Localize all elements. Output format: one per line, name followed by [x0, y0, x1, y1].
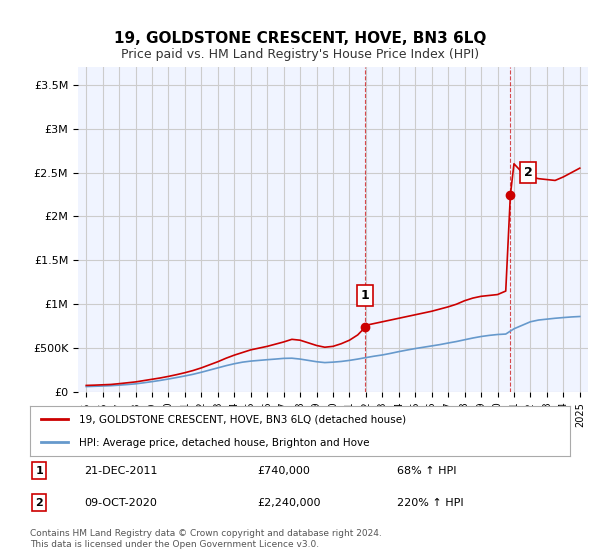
Text: Price paid vs. HM Land Registry's House Price Index (HPI): Price paid vs. HM Land Registry's House …	[121, 48, 479, 60]
Text: 21-DEC-2011: 21-DEC-2011	[84, 465, 157, 475]
Text: 68% ↑ HPI: 68% ↑ HPI	[397, 465, 457, 475]
Text: 09-OCT-2020: 09-OCT-2020	[84, 498, 157, 508]
Text: Contains HM Land Registry data © Crown copyright and database right 2024.
This d: Contains HM Land Registry data © Crown c…	[30, 529, 382, 549]
Text: 2: 2	[524, 166, 532, 179]
Text: 220% ↑ HPI: 220% ↑ HPI	[397, 498, 464, 508]
Text: 2: 2	[35, 498, 43, 508]
Text: 1: 1	[35, 465, 43, 475]
Text: 19, GOLDSTONE CRESCENT, HOVE, BN3 6LQ (detached house): 19, GOLDSTONE CRESCENT, HOVE, BN3 6LQ (d…	[79, 414, 406, 424]
Text: £740,000: £740,000	[257, 465, 310, 475]
Text: 1: 1	[361, 289, 369, 302]
Text: 19, GOLDSTONE CRESCENT, HOVE, BN3 6LQ: 19, GOLDSTONE CRESCENT, HOVE, BN3 6LQ	[114, 31, 486, 46]
Text: HPI: Average price, detached house, Brighton and Hove: HPI: Average price, detached house, Brig…	[79, 438, 369, 449]
Text: £2,240,000: £2,240,000	[257, 498, 320, 508]
